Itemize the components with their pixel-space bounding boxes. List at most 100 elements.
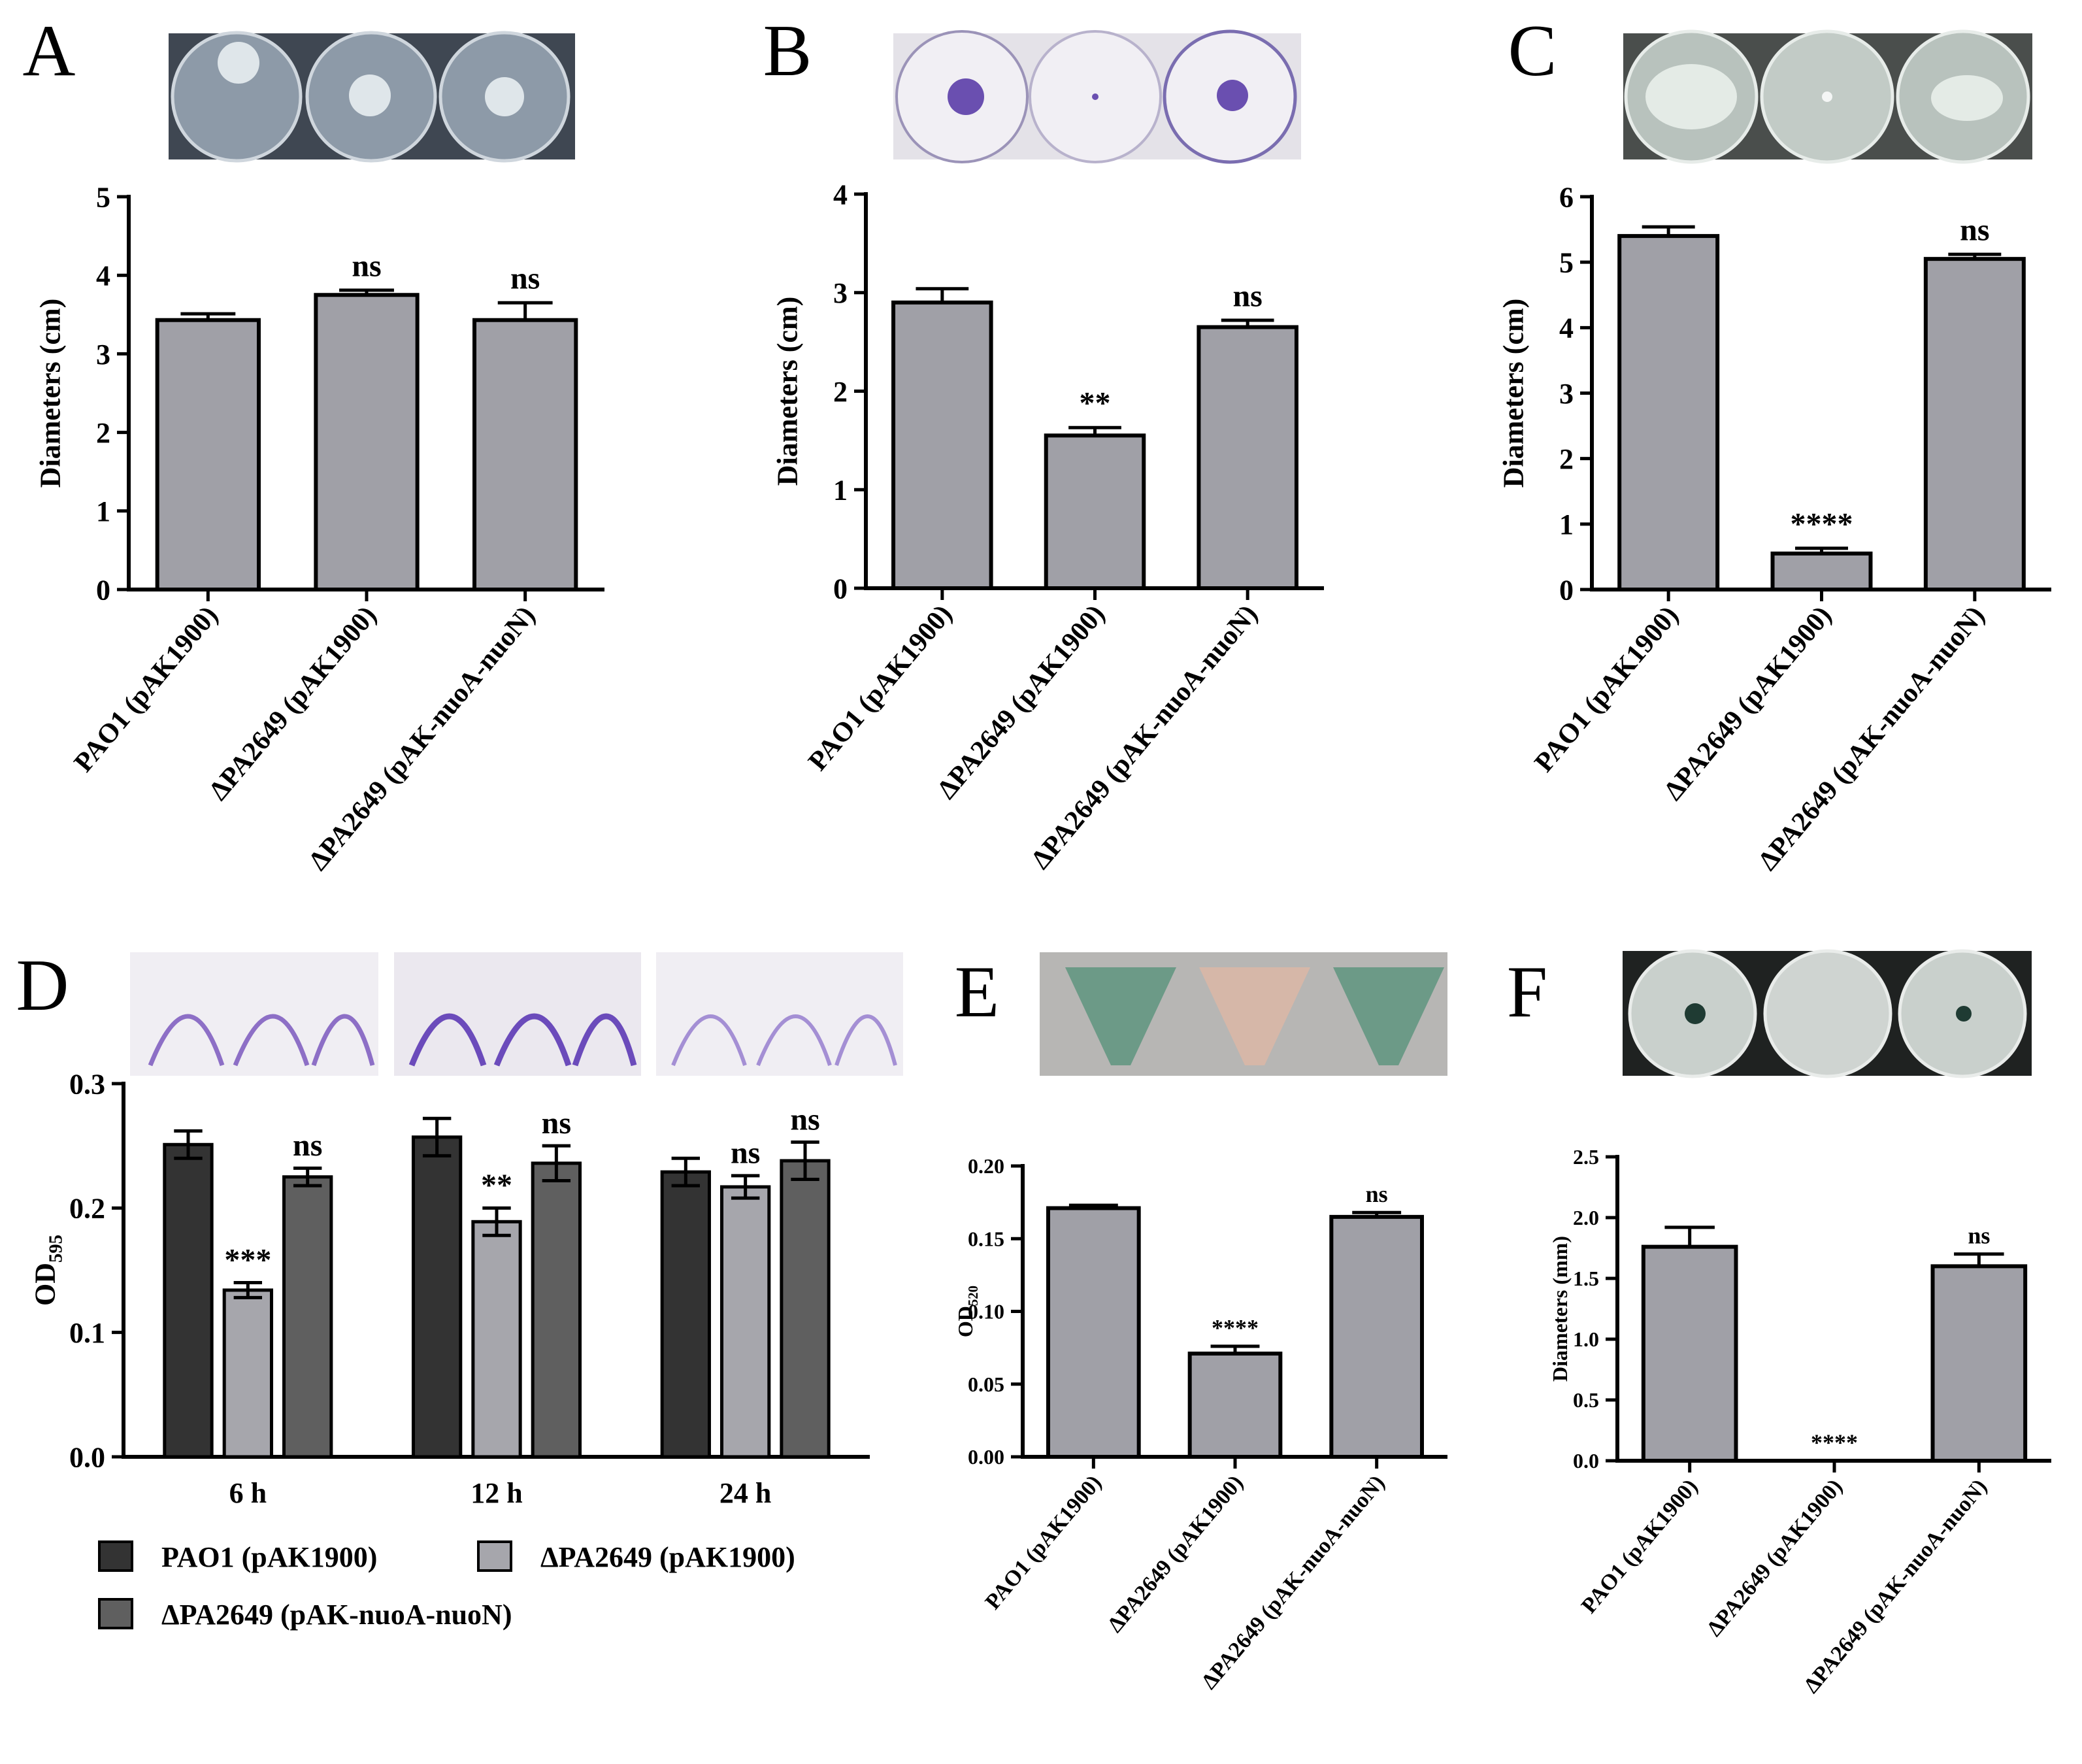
bar [660, 1170, 711, 1459]
error-bar [174, 1129, 203, 1145]
panel-label: B [763, 10, 812, 92]
y-axis-title-text: Diameters (cm) [34, 299, 66, 488]
bar [314, 293, 420, 591]
y-tick-label: 0.20 [968, 1154, 1004, 1178]
y-tick-label: 3 [1559, 378, 1574, 410]
bar [472, 318, 578, 591]
significance-label: **** [1212, 1315, 1259, 1341]
x-tick-label: 12 h [471, 1477, 522, 1509]
error-bar [542, 1144, 571, 1163]
y-axis-title-sub: 595 [46, 1235, 66, 1263]
y-axis-title-text: OD [953, 1306, 977, 1337]
photo-b [893, 29, 1301, 164]
bar [163, 1142, 214, 1459]
y-tick-label: 1 [96, 495, 110, 527]
y-tick-label: 0.1 [69, 1317, 105, 1349]
error-bar [1664, 1225, 1715, 1247]
y-tick-label: 1 [833, 474, 848, 507]
significance-label: *** [224, 1242, 271, 1277]
x-tick-label: PAO1 (pAK1900) [1529, 601, 1685, 778]
significance-label: ns [1366, 1181, 1388, 1207]
bar [1329, 1214, 1425, 1459]
photo-d [130, 952, 903, 1076]
bar [1930, 1264, 2028, 1463]
significance-label: **** [1811, 1429, 1858, 1456]
bar [720, 1185, 771, 1459]
photo-f [1623, 949, 2032, 1078]
y-axis-title: OD520 [953, 1286, 981, 1337]
significance-label: ns [1960, 213, 1989, 248]
significance-label: ns [352, 248, 381, 283]
panel-label: D [16, 945, 69, 1026]
significance-label: ns [293, 1128, 322, 1163]
y-tick-label: 3 [833, 277, 848, 309]
y-tick-label: 0.3 [69, 1068, 105, 1100]
y-tick-label: 1 [1559, 508, 1574, 541]
y-tick-label: 0.10 [968, 1300, 1004, 1323]
error-bar [482, 1222, 511, 1237]
y-tick-label: 2 [833, 376, 848, 408]
bar [1197, 325, 1298, 590]
bar [1641, 1244, 1738, 1463]
error-bar [482, 1206, 511, 1222]
y-tick-label: 6 [1559, 181, 1574, 213]
error-bar [731, 1186, 760, 1200]
y-axis-title-text: Diameters (cm) [1497, 299, 1529, 488]
bar [531, 1161, 582, 1459]
y-tick-label: 0.00 [968, 1445, 1004, 1469]
x-tick-label: ΔPA2649 (pAK1900) [1103, 1471, 1248, 1637]
x-tick-label: 6 h [229, 1477, 267, 1509]
y-tick-label: 5 [96, 181, 110, 213]
y-axis-title: Diameters (cm) [34, 299, 66, 488]
x-tick-label: PAO1 (pAK1900) [802, 599, 958, 776]
y-axis-title: Diameters (cm) [771, 297, 803, 486]
x-tick-label: PAO1 (pAK1900) [981, 1471, 1106, 1614]
y-tick-label: 0.0 [69, 1441, 105, 1473]
x-tick-label: ΔPA2649 (pAK1900) [932, 599, 1111, 805]
significance-label: ns [790, 1102, 819, 1137]
bar [1046, 1206, 1141, 1459]
panel-label: E [955, 952, 999, 1033]
error-bar [293, 1176, 322, 1188]
significance-label: ** [481, 1168, 512, 1203]
y-axis-title: Diameters (cm) [1497, 299, 1529, 488]
error-bar [791, 1140, 819, 1161]
bar [1044, 433, 1146, 591]
bar [411, 1135, 463, 1459]
bar [222, 1288, 273, 1459]
y-axis-title: OD595 [29, 1235, 66, 1306]
y-tick-label: 0 [96, 574, 110, 606]
y-tick-label: 0.2 [69, 1193, 105, 1225]
significance-label: **** [1791, 507, 1853, 541]
legend-swatch [98, 1598, 133, 1629]
error-bar [731, 1174, 760, 1187]
legend-swatch [477, 1540, 512, 1572]
x-tick-label: PAO1 (pAK1900) [1577, 1474, 1702, 1618]
y-tick-label: 0.05 [968, 1373, 1004, 1396]
y-tick-label: 0 [833, 573, 848, 605]
x-tick-label: PAO1 (pAK1900) [69, 601, 224, 778]
y-tick-label: 1.5 [1573, 1267, 1599, 1290]
error-bar [174, 1144, 203, 1160]
error-bar [422, 1137, 452, 1157]
bar [1617, 234, 1720, 592]
x-tick-label: ΔPA2649 (pAK1900) [1702, 1474, 1847, 1640]
y-tick-label: 4 [1559, 312, 1574, 344]
y-tick-label: 1.0 [1573, 1327, 1599, 1351]
error-bar [671, 1172, 700, 1188]
legend-label: PAO1 (pAK1900) [161, 1541, 377, 1573]
y-axis-title: Diameters (mm) [1548, 1236, 1572, 1382]
bar [891, 300, 993, 590]
bar [282, 1175, 333, 1459]
legend-label: ΔPA2649 (pAK-nuoA-nuoN) [161, 1599, 512, 1631]
error-bar [671, 1156, 700, 1173]
significance-label: ** [1080, 386, 1111, 421]
panel-label: C [1508, 10, 1557, 92]
bar [155, 318, 261, 591]
y-tick-label: 0.15 [968, 1227, 1004, 1250]
legend-label: ΔPA2649 (pAK1900) [540, 1541, 795, 1573]
y-tick-label: 3 [96, 339, 110, 371]
panel-label: F [1507, 952, 1547, 1033]
photo-c [1623, 29, 2032, 164]
